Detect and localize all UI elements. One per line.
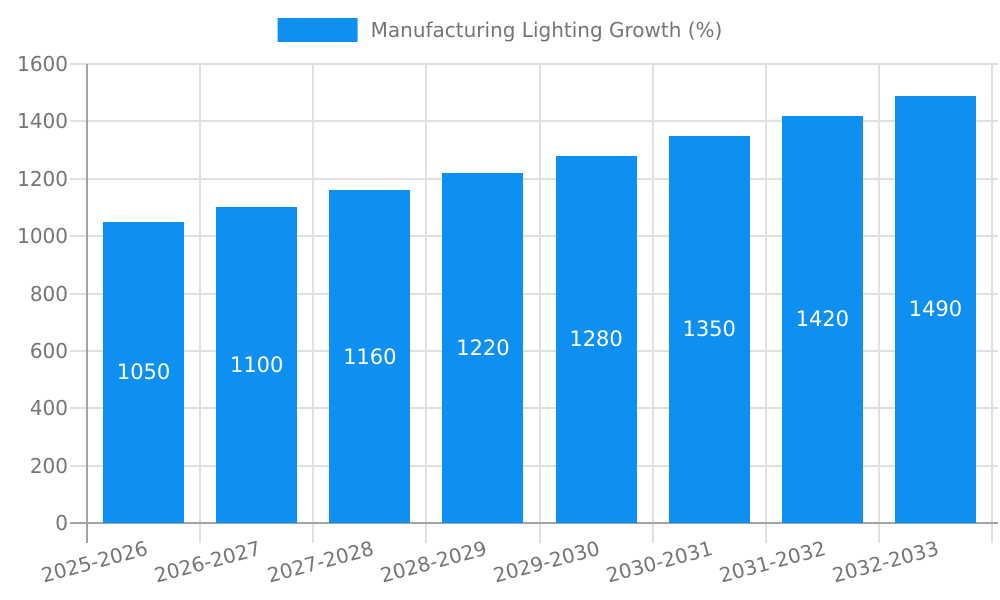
x-axis-tick-label: 2027-2028 — [264, 536, 377, 588]
x-axis-tick-label: 2032-2033 — [830, 536, 942, 588]
plot-area: 0 200 400 600 800 1000 1200 1400 1600 1050 1100 116… — [17, 52, 998, 587]
y-axis-tick-label: 200 — [29, 453, 68, 478]
h-gridline — [70, 177, 998, 180]
x-axis-tick-label: 2031-2032 — [717, 536, 829, 588]
h-gridline — [70, 120, 998, 123]
y-axis-tick-label: 0 — [55, 511, 68, 535]
chart-legend: Manufacturing Lighting Growth (%) — [277, 18, 723, 42]
x-axis-tick-label: 2028-2029 — [377, 536, 490, 588]
h-gridline — [70, 407, 998, 410]
bar-value-label: 1050 — [116, 360, 171, 385]
h-gridline — [70, 63, 998, 65]
y-axis-tick-label: 400 — [29, 396, 68, 421]
x-axis-tick-label: 2030-2031 — [603, 536, 716, 588]
y-axis-tick-label: 600 — [29, 338, 68, 363]
h-gridline — [70, 464, 998, 467]
bar-value-label: 1350 — [682, 317, 736, 342]
bar: 1220 — [442, 173, 524, 523]
bar: 1280 — [555, 155, 637, 523]
y-axis-line — [86, 64, 88, 543]
h-gridline — [70, 349, 998, 352]
h-gridline — [70, 292, 998, 295]
x-axis-tick-label: 2029-2030 — [490, 536, 603, 588]
h-gridline — [70, 235, 998, 238]
bar: 1100 — [216, 207, 298, 523]
y-axis-tick-label: 1200 — [17, 166, 68, 191]
y-axis-tick-label: 800 — [29, 281, 68, 306]
bar: 1050 — [103, 221, 185, 523]
y-axis-tick-label: 1400 — [17, 109, 68, 134]
x-axis-baseline — [70, 522, 998, 524]
v-gridline — [312, 64, 315, 543]
v-gridline — [199, 64, 202, 543]
v-gridline — [651, 64, 654, 543]
y-axis-tick-label: 1600 — [17, 52, 68, 76]
bar-value-label: 1420 — [795, 307, 850, 332]
bar: 1420 — [781, 115, 863, 523]
bar-value-label: 1100 — [229, 353, 284, 378]
legend-swatch — [277, 18, 358, 42]
legend-label: Manufacturing Lighting Growth (%) — [370, 18, 723, 42]
bar-value-label: 1280 — [569, 327, 623, 352]
bar: 1490 — [894, 95, 976, 523]
bar: 1350 — [668, 135, 750, 523]
v-gridline — [877, 64, 880, 543]
x-axis-tick-label: 2026-2027 — [151, 536, 263, 588]
v-gridline — [764, 64, 767, 543]
bar-value-label: 1220 — [456, 336, 510, 360]
v-gridline — [991, 64, 993, 543]
bar-value-label: 1160 — [343, 344, 397, 369]
bar-value-label: 1490 — [908, 297, 963, 322]
v-gridline — [425, 64, 428, 543]
x-axis-tick-label: 2025-2026 — [38, 536, 150, 588]
bar: 1160 — [329, 190, 411, 523]
v-gridline — [538, 64, 541, 543]
y-axis-tick-label: 1000 — [17, 224, 68, 249]
